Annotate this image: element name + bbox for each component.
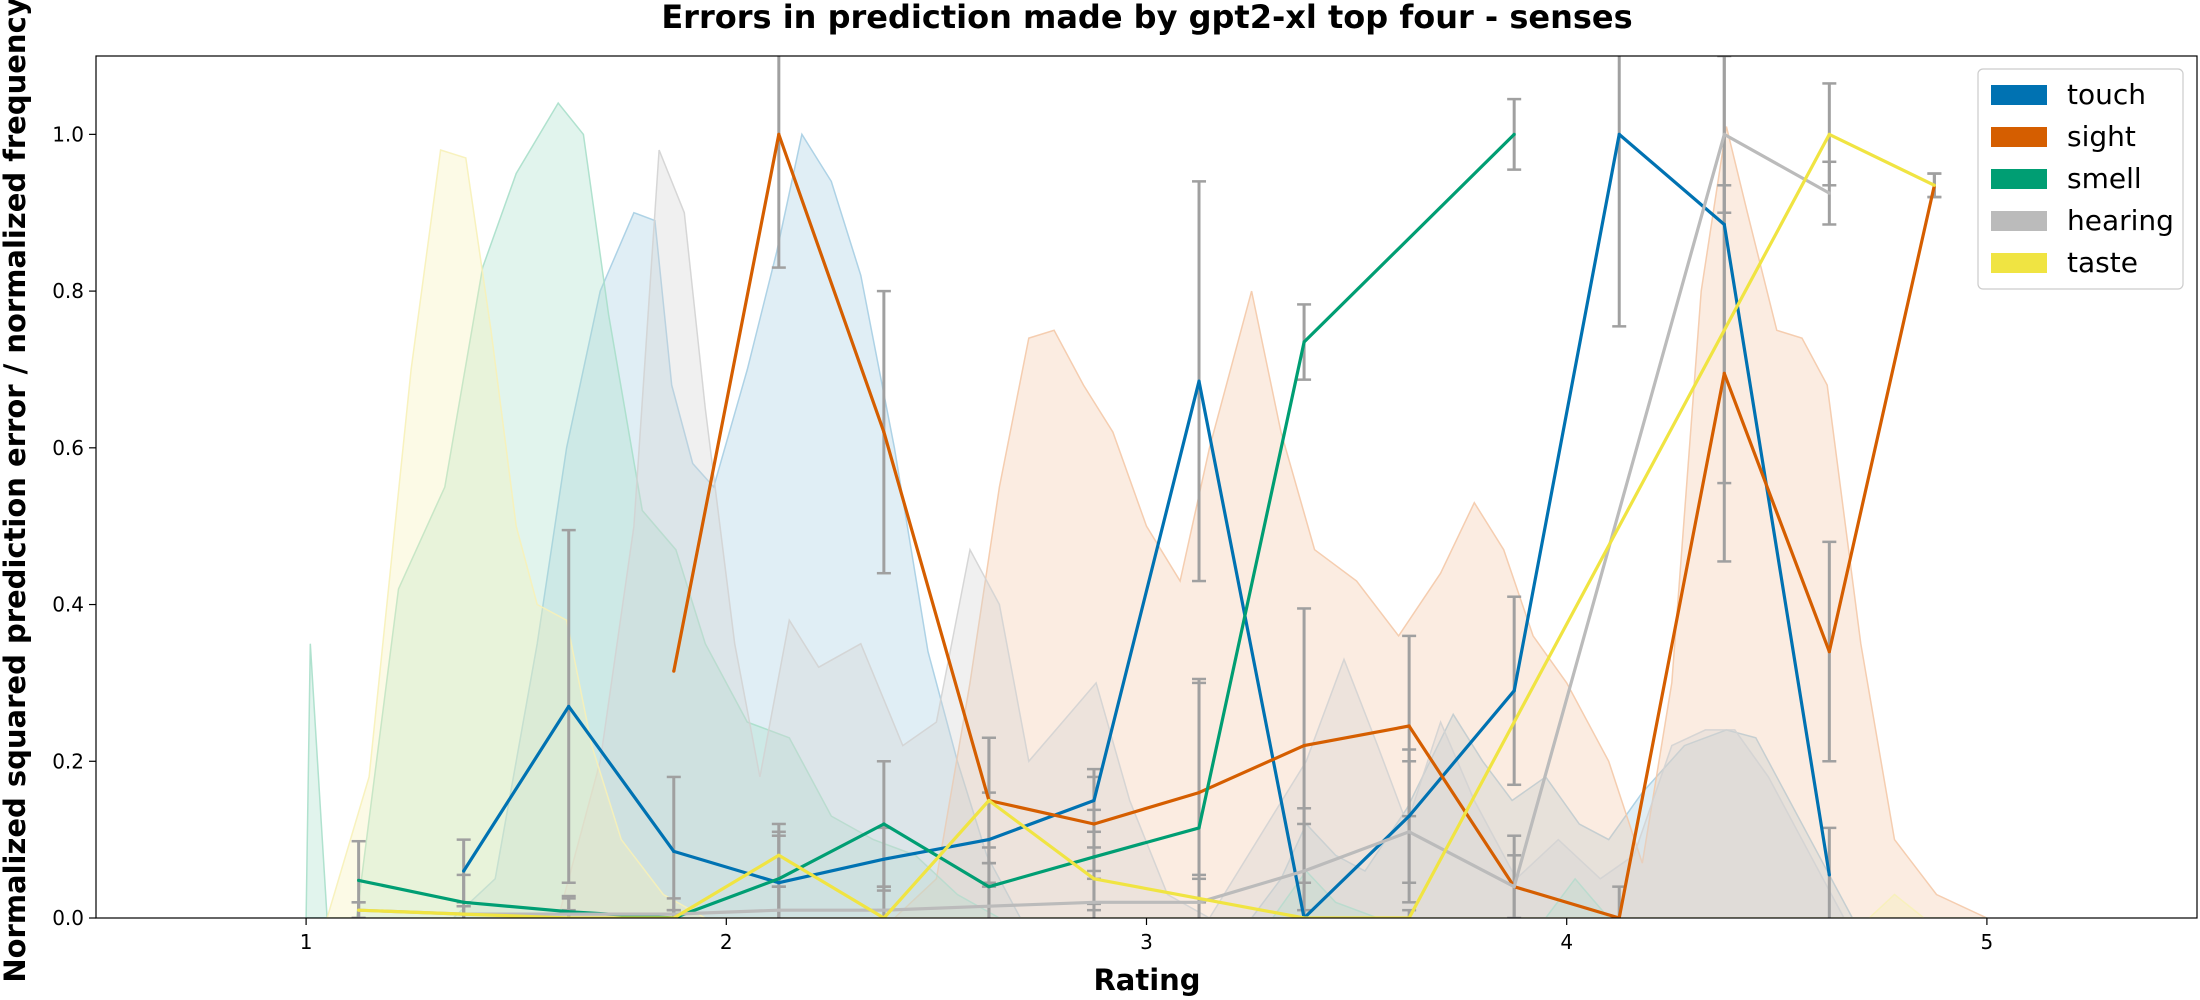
data-point-touch [462, 869, 466, 873]
legend: touch sight smell hearing taste [1977, 68, 2184, 290]
data-point-smell [357, 878, 361, 882]
data-point-hearing [777, 908, 781, 912]
data-point-hearing [1092, 900, 1096, 904]
legend-swatch-touch [1991, 85, 2047, 105]
data-point-taste [777, 853, 781, 857]
data-point-touch [1092, 798, 1096, 803]
tick-layer: 1 2 3 4 5 0.0 0.2 0.4 0.6 0.8 1.0 [52, 122, 1993, 954]
data-point-smell [777, 877, 781, 881]
data-point-sight [1092, 822, 1096, 826]
legend-label-sight: sight [2067, 120, 2136, 153]
data-point-smell [462, 900, 466, 904]
chart-title: Errors in prediction made by gpt2-xl top… [661, 0, 1632, 36]
density-area-taste [326, 149, 1987, 918]
y-tick-label: 0.2 [52, 749, 84, 773]
legend-label-touch: touch [2067, 78, 2146, 111]
data-point-hearing [567, 912, 571, 916]
y-tick-label: 1.0 [52, 122, 84, 146]
data-point-touch [1722, 222, 1726, 227]
y-tick-label: 0.6 [52, 436, 84, 460]
y-axis-label: Normalized squared prediction error / no… [0, 0, 32, 983]
data-point-sight [1197, 791, 1201, 795]
density-area-hearing [557, 149, 1987, 918]
data-point-touch [1197, 379, 1201, 383]
density-area-sight [893, 126, 1988, 918]
x-tick-label: 5 [1981, 930, 1994, 954]
data-point-hearing [987, 904, 991, 908]
data-point-hearing [1512, 885, 1516, 889]
data-point-sight [1302, 744, 1306, 748]
x-tick-label: 2 [720, 930, 733, 954]
x-tick-label: 3 [1140, 930, 1153, 954]
data-point-sight [1722, 371, 1726, 375]
data-point-hearing [672, 912, 676, 916]
data-point-sight [1827, 649, 1831, 654]
data-point-smell [1197, 826, 1201, 830]
data-point-sight [672, 669, 676, 673]
legend-swatch-sight [1991, 127, 2047, 147]
y-tick-label: 0.0 [52, 906, 84, 930]
data-point-touch [567, 704, 571, 709]
data-point-taste [1827, 132, 1831, 136]
data-point-taste [1932, 183, 1936, 187]
series-line-hearing [358, 132, 1831, 916]
data-point-hearing [1722, 132, 1726, 136]
data-point-taste [357, 908, 361, 912]
series-line-touch [462, 132, 1831, 918]
x-tick-label: 4 [1560, 930, 1573, 954]
data-point-hearing [1407, 830, 1411, 834]
data-point-touch [882, 857, 886, 861]
legend-label-taste: taste [2067, 246, 2138, 279]
legend-swatch-smell [1991, 169, 2047, 189]
data-point-sight [1407, 724, 1411, 728]
data-point-hearing [1197, 900, 1201, 904]
legend-box [1977, 68, 2184, 290]
y-tick-label: 0.8 [52, 279, 84, 303]
data-point-touch [1827, 873, 1831, 877]
data-point-touch [1617, 132, 1621, 136]
data-point-sight [882, 430, 886, 434]
data-point-touch [672, 849, 676, 853]
data-point-smell [987, 885, 991, 889]
data-point-taste [462, 912, 466, 916]
data-point-sight [777, 132, 781, 136]
x-axis-label: Rating [1093, 963, 1200, 997]
data-point-hearing [1827, 191, 1831, 195]
legend-swatch-taste [1991, 253, 2047, 273]
data-point-touch [1512, 689, 1516, 693]
data-point-taste [987, 798, 991, 803]
legend-label-smell: smell [2067, 162, 2142, 195]
data-point-hearing [1302, 869, 1306, 873]
data-point-taste [1092, 877, 1096, 881]
line-layer [357, 132, 1936, 918]
data-point-hearing [882, 908, 886, 912]
legend-label-hearing: hearing [2067, 204, 2174, 237]
y-tick-label: 0.4 [52, 593, 84, 617]
data-point-smell [1092, 855, 1096, 859]
data-point-smell [882, 822, 886, 826]
data-point-smell [1302, 340, 1306, 344]
legend-swatch-hearing [1991, 211, 2047, 231]
data-point-touch [777, 881, 781, 885]
data-point-taste [1197, 896, 1201, 901]
data-point-smell [1512, 132, 1516, 136]
density-layer [305, 101, 1988, 918]
data-point-touch [987, 838, 991, 842]
data-point-touch [1407, 814, 1411, 818]
density-area-touch [306, 132, 1987, 918]
x-tick-label: 1 [300, 930, 313, 954]
